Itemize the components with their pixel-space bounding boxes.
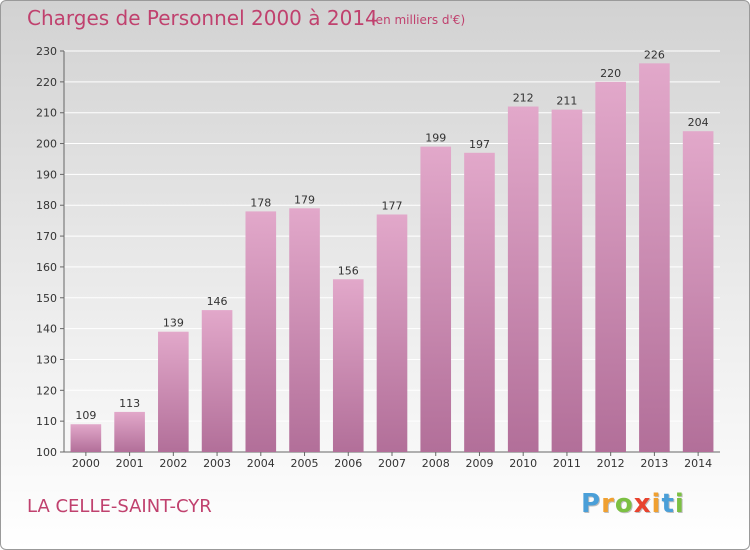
x-tick-label-2011: 2011 [553, 457, 581, 470]
data-label-2013: 226 [644, 48, 665, 61]
x-tick-label-2008: 2008 [422, 457, 450, 470]
data-label-2008: 199 [425, 132, 446, 145]
x-tick-label-2007: 2007 [378, 457, 406, 470]
bar-2014 [682, 131, 714, 452]
y-tick-label: 110 [36, 415, 57, 428]
bar-2011 [551, 109, 583, 452]
x-tick-label-2005: 2005 [291, 457, 319, 470]
chart-title: Charges de Personnel 2000 à 2014 [27, 6, 378, 30]
data-label-2002: 139 [163, 317, 184, 330]
bar-2004 [245, 211, 277, 452]
y-tick-label: 210 [36, 107, 57, 120]
y-tick-label: 160 [36, 261, 57, 274]
data-label-2003: 146 [207, 295, 228, 308]
chart-subtitle: (en milliers d'€) [371, 13, 466, 27]
x-tick-label-2009: 2009 [465, 457, 493, 470]
bar-2009 [464, 152, 495, 453]
axes: 100 110 120 130 140 150 160 170 180 190 200 210 220 2… [36, 45, 720, 470]
y-tick-label: 170 [36, 230, 57, 243]
y-tick-label: 180 [36, 199, 57, 212]
y-tick-label: 120 [36, 384, 57, 397]
logo-letter: i [651, 489, 662, 519]
logo-letter: o [614, 489, 634, 519]
bar-2013 [639, 63, 670, 452]
bar-2007 [376, 214, 408, 452]
bar-2002 [158, 331, 189, 452]
y-tick-label: 140 [36, 323, 57, 336]
bar-2001 [114, 411, 145, 452]
logo-letter: x [633, 489, 652, 519]
logo-letter: i [674, 489, 685, 519]
data-labels: 109 113 139 146 178 179 156 177 199 197 212 211 220 2… [75, 48, 708, 422]
x-tick-label-2002: 2002 [159, 457, 187, 470]
data-label-2009: 197 [469, 138, 490, 151]
proxiti-logo: Proxiti [581, 489, 685, 519]
data-label-2006: 156 [338, 264, 359, 277]
data-label-2004: 178 [250, 196, 271, 209]
y-tick-label: 220 [36, 76, 57, 89]
bar-2008 [420, 146, 452, 452]
logo-letter: r [601, 489, 615, 519]
x-tick-label-2003: 2003 [203, 457, 231, 470]
y-tick-label: 150 [36, 292, 57, 305]
bar-2006 [332, 279, 364, 452]
logo-letter: t [661, 489, 675, 519]
bar-2010 [507, 106, 539, 453]
data-label-2007: 177 [382, 199, 403, 212]
bar-2000 [70, 424, 102, 452]
data-label-2011: 211 [556, 95, 577, 108]
x-tick-label-2012: 2012 [597, 457, 625, 470]
data-label-2014: 204 [688, 116, 709, 129]
x-tick-label-2010: 2010 [509, 457, 537, 470]
x-tick-label-2001: 2001 [116, 457, 144, 470]
bars [70, 63, 714, 453]
data-label-2005: 179 [294, 193, 315, 206]
bar-2012 [595, 81, 626, 452]
y-tick-label: 100 [36, 446, 57, 459]
commune-name: LA CELLE-SAINT-CYR [27, 496, 212, 517]
y-tick-label: 200 [36, 138, 57, 151]
data-label-2010: 212 [513, 92, 534, 105]
bar-2003 [201, 310, 233, 452]
bar-2005 [289, 208, 320, 452]
y-tick-label: 190 [36, 168, 57, 181]
data-label-2012: 220 [600, 67, 621, 80]
x-tick-label-2006: 2006 [334, 457, 362, 470]
data-label-2001: 113 [119, 397, 140, 410]
data-label-2000: 109 [75, 409, 96, 422]
logo-letter: P [581, 489, 602, 519]
x-tick-label-2014: 2014 [684, 457, 712, 470]
x-tick-label-2000: 2000 [72, 457, 100, 470]
x-tick-label-2013: 2013 [640, 457, 668, 470]
y-tick-label: 230 [36, 45, 57, 58]
x-tick-label-2004: 2004 [247, 457, 275, 470]
y-tick-label: 130 [36, 353, 57, 366]
